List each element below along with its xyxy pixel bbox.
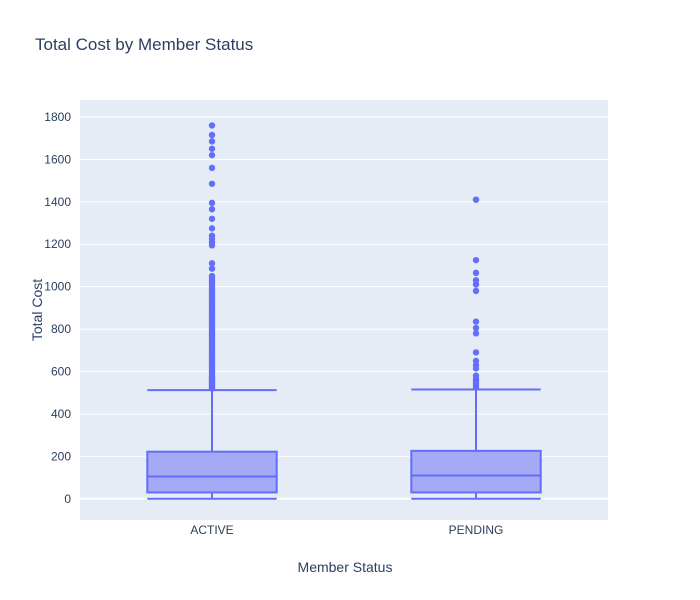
outlier-point bbox=[208, 164, 216, 172]
y-tick-label: 1800 bbox=[44, 110, 71, 124]
y-tick-label: 1600 bbox=[44, 152, 71, 166]
outlier-point bbox=[208, 215, 216, 222]
box-active bbox=[146, 122, 278, 500]
outlier-point bbox=[472, 330, 480, 337]
outlier-point bbox=[208, 131, 216, 139]
outlier-point bbox=[472, 256, 480, 264]
outlier-point bbox=[208, 260, 216, 267]
outlier-point bbox=[208, 206, 216, 213]
x-axis-title: Member Status bbox=[298, 559, 393, 575]
outlier-point bbox=[472, 324, 480, 332]
outlier-point bbox=[472, 318, 480, 325]
y-axis-title: Total Cost bbox=[29, 279, 45, 341]
outlier-point bbox=[472, 277, 480, 284]
outlier-point bbox=[472, 357, 480, 365]
outlier-point bbox=[208, 265, 216, 272]
box-pending bbox=[410, 196, 542, 500]
y-tick-label: 0 bbox=[64, 492, 71, 506]
outlier-point bbox=[208, 180, 216, 187]
outlier-point bbox=[208, 199, 216, 207]
y-tick-label: 1400 bbox=[44, 195, 71, 209]
outlier-point bbox=[472, 287, 480, 295]
outlier-point bbox=[208, 151, 216, 159]
outlier-point bbox=[208, 122, 216, 129]
iqr-box bbox=[410, 449, 542, 494]
outlier-point bbox=[472, 269, 480, 277]
outlier-point bbox=[472, 349, 480, 356]
outlier-point bbox=[208, 225, 216, 232]
y-tick-label: 200 bbox=[51, 449, 71, 463]
x-axis-ticks: ACTIVE PENDING bbox=[190, 523, 503, 537]
x-tick-label: PENDING bbox=[449, 523, 504, 537]
outlier-point bbox=[472, 372, 480, 379]
outlier-point bbox=[208, 232, 216, 239]
outlier-point bbox=[472, 196, 480, 203]
outlier-point bbox=[208, 272, 216, 280]
iqr-box bbox=[146, 450, 278, 494]
y-axis-ticks: 0 200 400 600 800 1000 1200 1400 1600 1800 bbox=[44, 110, 71, 506]
outlier-point bbox=[208, 145, 216, 152]
y-tick-label: 600 bbox=[51, 365, 71, 379]
x-tick-label: ACTIVE bbox=[190, 523, 233, 537]
outlier-point bbox=[208, 138, 216, 145]
y-tick-label: 800 bbox=[51, 322, 71, 336]
y-tick-label: 400 bbox=[51, 407, 71, 421]
box-series bbox=[146, 122, 542, 500]
y-tick-label: 1000 bbox=[44, 280, 71, 294]
y-tick-label: 1200 bbox=[44, 237, 71, 251]
chart-title: Total Cost by Member Status bbox=[35, 35, 253, 54]
